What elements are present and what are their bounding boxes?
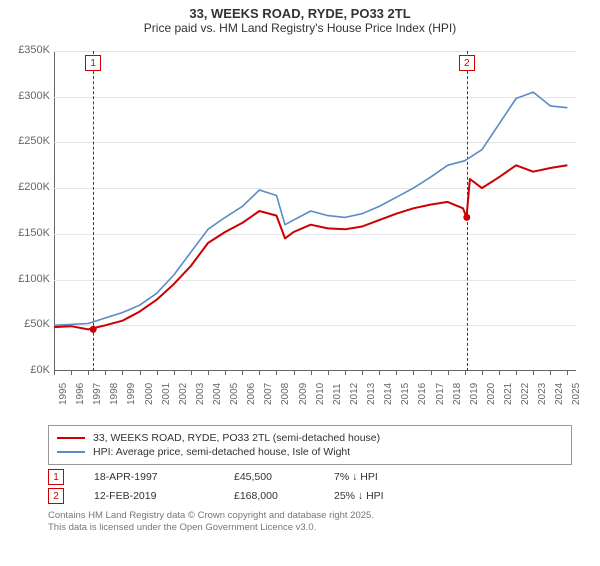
transaction-dot [90,326,97,333]
legend-item: 33, WEEKS ROAD, RYDE, PO33 2TL (semi-det… [57,432,563,444]
transaction-row: 1 18-APR-1997 £45,500 7% ↓ HPI [48,469,572,485]
transactions-table: 1 18-APR-1997 £45,500 7% ↓ HPI 2 12-FEB-… [48,469,572,504]
line-plot [10,41,590,421]
transaction-date: 12-FEB-2019 [94,490,204,502]
transaction-hpi-diff: 7% ↓ HPI [334,471,424,483]
series-price_paid [54,165,567,329]
legend-item: HPI: Average price, semi-detached house,… [57,446,563,458]
legend-label: 33, WEEKS ROAD, RYDE, PO33 2TL (semi-det… [93,432,380,444]
footer-line: Contains HM Land Registry data © Crown c… [48,510,572,522]
series-hpi [54,92,567,325]
chart-subtitle: Price paid vs. HM Land Registry's House … [0,21,600,35]
legend-label: HPI: Average price, semi-detached house,… [93,446,350,458]
transaction-price: £168,000 [234,490,304,502]
transaction-hpi-diff: 25% ↓ HPI [334,490,424,502]
transaction-dot [463,214,470,221]
footer-line: This data is licensed under the Open Gov… [48,522,572,534]
legend-swatch [57,437,85,439]
transaction-id-badge: 1 [48,469,64,485]
chart-title: 33, WEEKS ROAD, RYDE, PO33 2TL [0,6,600,21]
legend-swatch [57,451,85,453]
chart-area: £0K£50K£100K£150K£200K£250K£300K£350K199… [10,41,590,421]
transaction-id-badge: 2 [48,488,64,504]
transaction-row: 2 12-FEB-2019 £168,000 25% ↓ HPI [48,488,572,504]
transaction-date: 18-APR-1997 [94,471,204,483]
transaction-price: £45,500 [234,471,304,483]
footer-attribution: Contains HM Land Registry data © Crown c… [48,510,572,535]
legend: 33, WEEKS ROAD, RYDE, PO33 2TL (semi-det… [48,425,572,465]
